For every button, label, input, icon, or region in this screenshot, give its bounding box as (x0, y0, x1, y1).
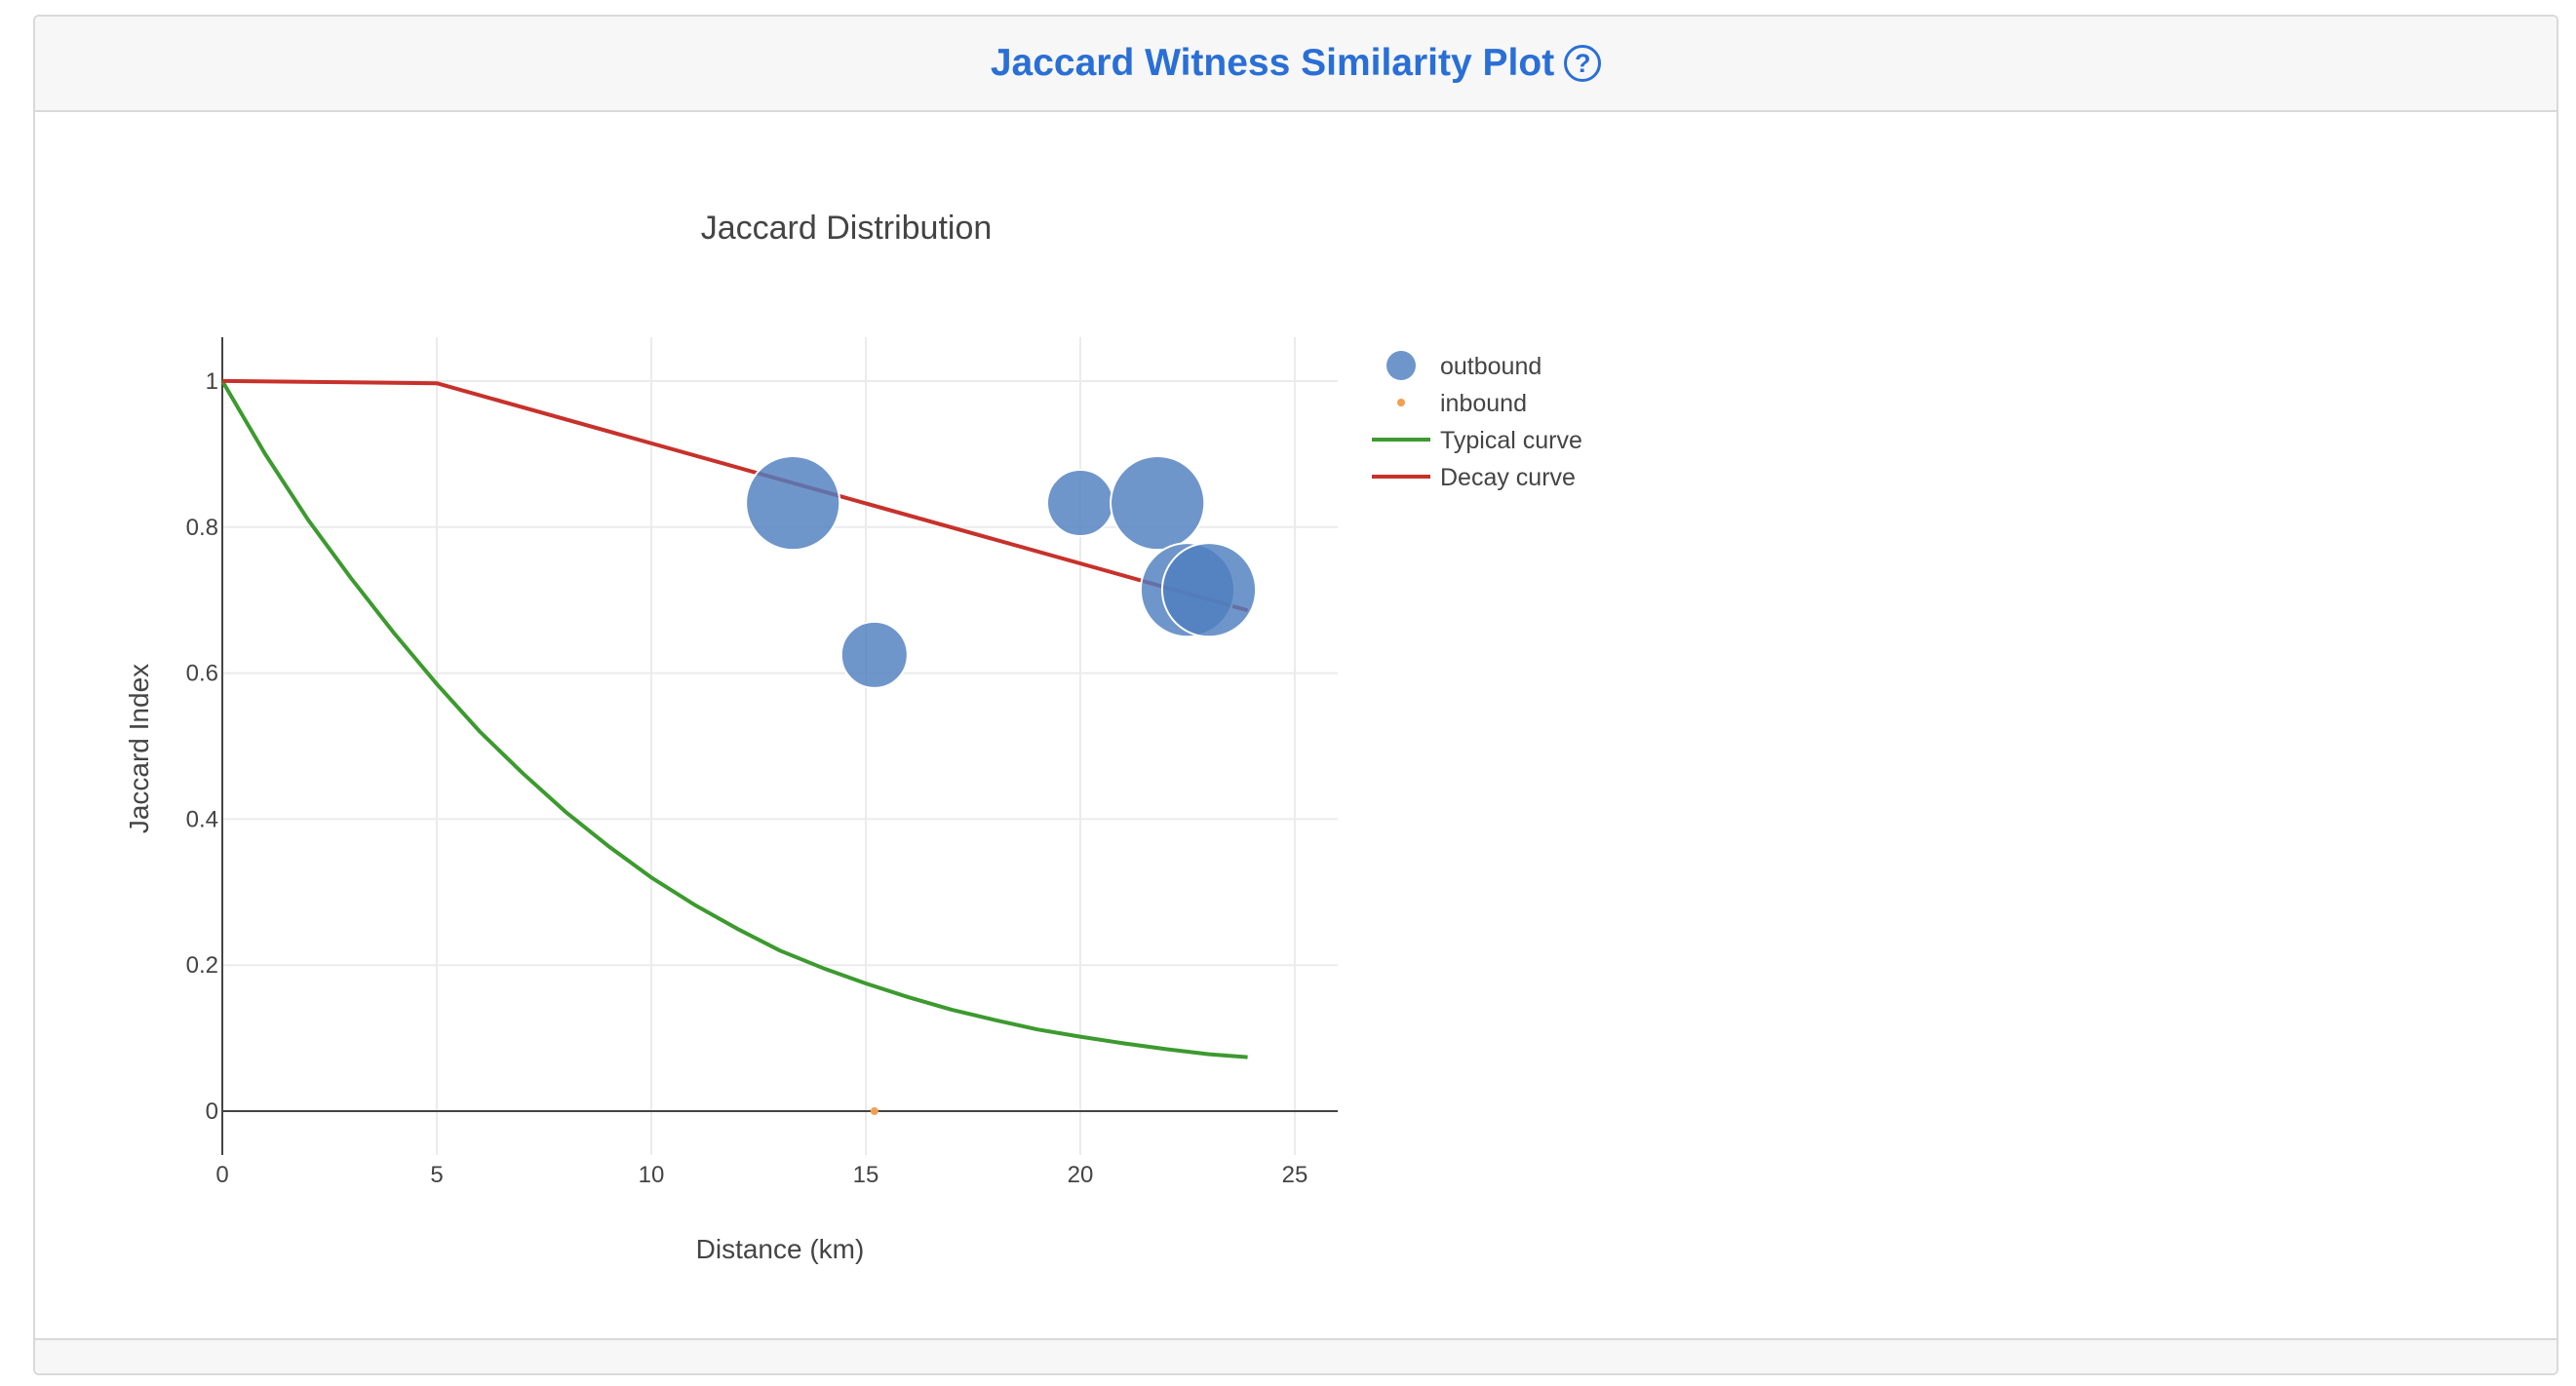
y-axis-label: Jaccard Index (124, 664, 154, 833)
legend-label: inbound (1440, 390, 1527, 417)
x-tick-label: 25 (1282, 1162, 1308, 1188)
help-icon[interactable]: ? (1564, 45, 1602, 82)
x-tick-label: 10 (639, 1162, 665, 1188)
x-axis-label: Distance (km) (696, 1234, 865, 1264)
legend-label: Typical curve (1440, 427, 1582, 454)
outbound-bubble[interactable] (839, 620, 909, 689)
chart-labels: Jaccard Distribution Distance (km) Jacca… (124, 210, 992, 1264)
panel-header: Jaccard Witness Similarity Plot ? (35, 17, 2556, 112)
series-line-typical-curve (220, 379, 1248, 1059)
legend-swatch-outbound (1386, 351, 1416, 380)
legend-item-inbound[interactable]: inbound (1397, 390, 1527, 417)
chart-title: Jaccard Distribution (701, 210, 993, 247)
x-tick-label: 15 (853, 1162, 879, 1188)
legend-item-typical-curve[interactable]: Typical curve (1372, 427, 1582, 454)
legend-label: outbound (1440, 353, 1542, 380)
panel-footer (35, 1338, 2556, 1373)
outbound-bubble[interactable] (1110, 454, 1206, 552)
axes: 0 5 10 15 20 25 0 0.2 0.4 0.6 0.8 1 (186, 337, 1338, 1188)
y-tick-label: 0.2 (186, 952, 218, 979)
y-tick-label: 0.6 (186, 661, 218, 687)
inbound-point[interactable] (870, 1107, 878, 1116)
x-tick-label: 0 (215, 1162, 228, 1188)
x-tick-label: 20 (1068, 1162, 1094, 1188)
y-tick-label: 0.8 (186, 515, 218, 541)
x-tick-label: 5 (430, 1162, 443, 1188)
curve-lines (220, 378, 1249, 1059)
outbound-bubble[interactable] (1046, 469, 1114, 538)
panel-title: Jaccard Witness Similarity Plot (990, 42, 1555, 84)
legend-item-decay-curve[interactable]: Decay curve (1372, 464, 1576, 491)
legend-item-outbound[interactable]: outbound (1386, 351, 1542, 380)
y-tick-label: 0 (206, 1098, 218, 1125)
series-line-decay-curve (221, 378, 1249, 613)
legend-swatch-inbound (1397, 399, 1405, 406)
outbound-bubble[interactable] (745, 454, 841, 552)
legend[interactable]: outbound inbound Typical curve Decay curve (1372, 351, 1582, 491)
y-tick-label: 0.4 (186, 806, 218, 832)
legend-label: Decay curve (1440, 464, 1576, 491)
bubble-markers[interactable] (745, 454, 1258, 1116)
y-tick-label: 1 (206, 368, 218, 395)
outbound-bubble[interactable] (1160, 542, 1258, 638)
